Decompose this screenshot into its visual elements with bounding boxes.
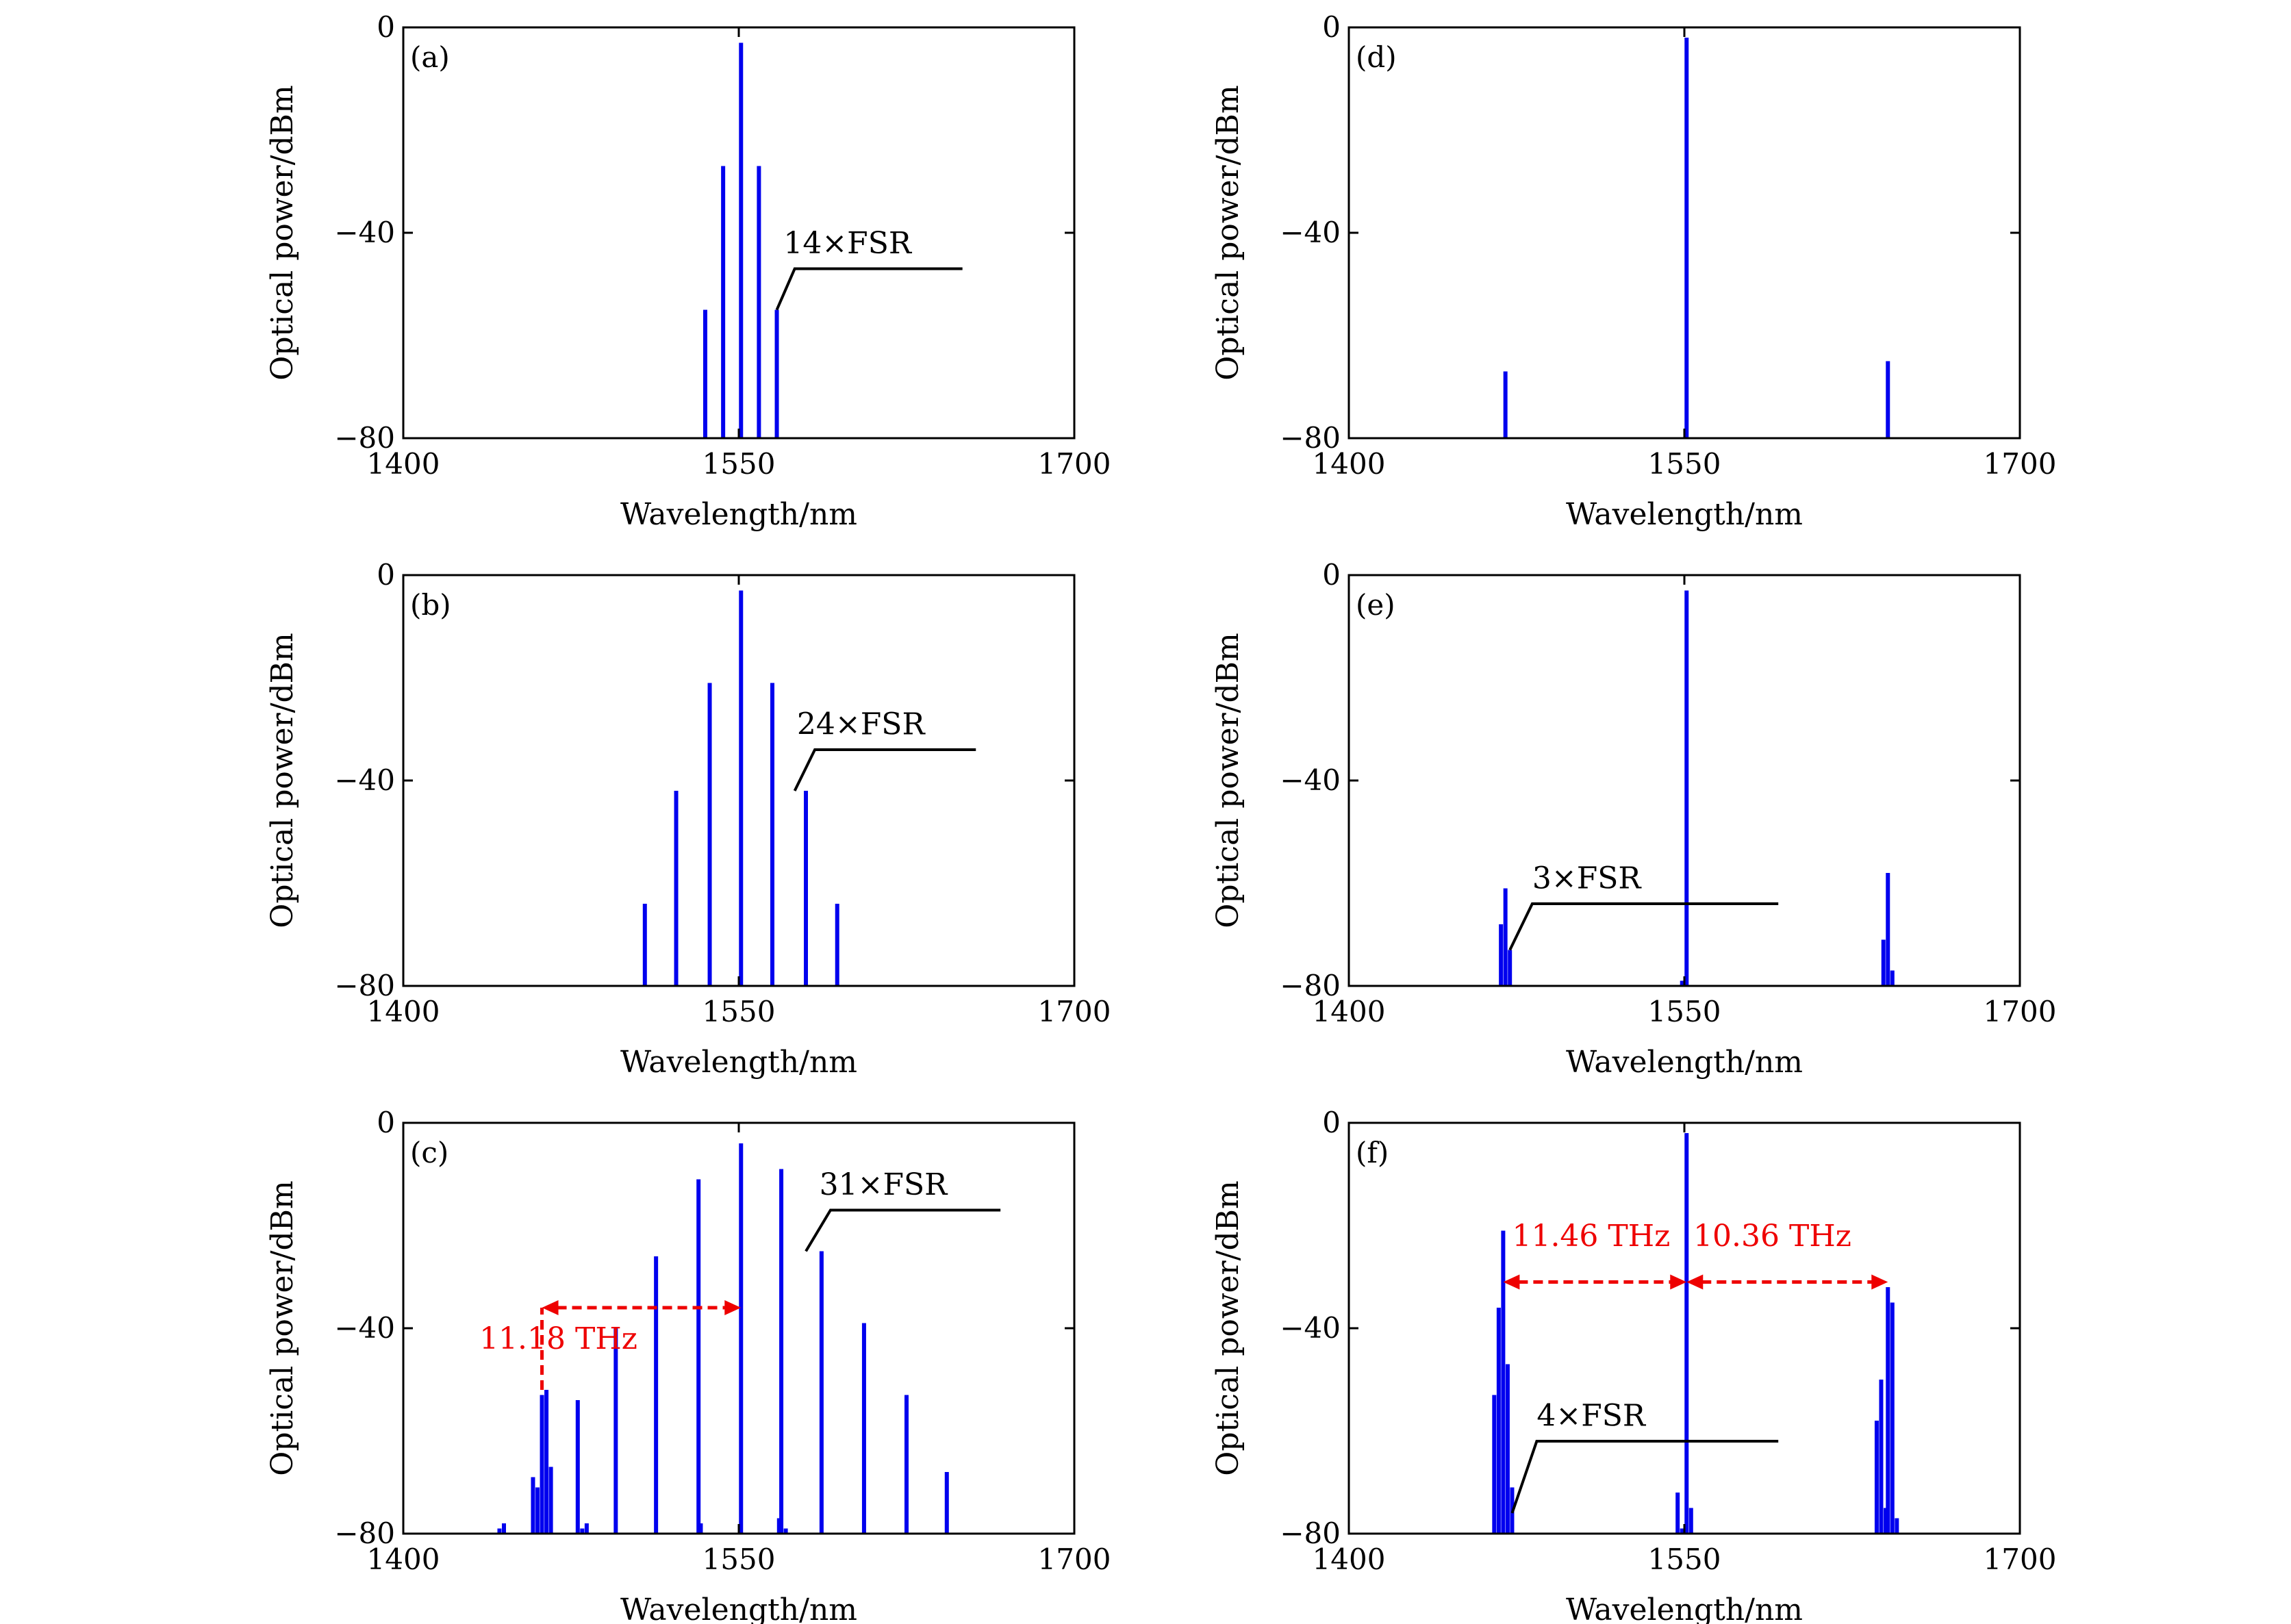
panel-b: 1400 1550 1700 0 −40 −80 Wavelength/nm Optical … [265, 558, 1111, 1080]
x-axis-label: Wavelength/nm [1566, 1593, 1803, 1624]
x-axis-label: Wavelength/nm [1566, 497, 1803, 532]
spacing-label: 10.36 THz [1693, 1219, 1851, 1254]
panel-d: 1400 1550 1700 0 −40 −80 Wavelength/nm Optical … [1211, 10, 2056, 532]
panel-label: (f) [1356, 1136, 1389, 1169]
y-tick-label: 0 [1322, 558, 1341, 592]
x-tick-label: 1550 [703, 995, 776, 1028]
arrow-head [1503, 1274, 1520, 1290]
y-tick-label: −40 [1280, 216, 1341, 249]
y-tick-label: −80 [1280, 1517, 1341, 1550]
arrow-head [1686, 1274, 1704, 1290]
panel-label: (b) [410, 588, 451, 622]
y-tick-label: −40 [1280, 1311, 1341, 1345]
fsr-leader-line [805, 1208, 1001, 1252]
x-axis-label: Wavelength/nm [1566, 1045, 1803, 1080]
x-axis-label: Wavelength/nm [620, 1593, 857, 1624]
x-tick-label: 1700 [1038, 995, 1111, 1028]
plot-frame [402, 26, 1076, 440]
y-axis-label: Optical power/dBm [265, 1180, 300, 1475]
y-axis-label: Optical power/dBm [1211, 633, 1245, 928]
panel-label: (a) [410, 40, 450, 74]
y-axis-label: Optical power/dBm [1211, 1180, 1245, 1475]
fsr-leader-line [775, 267, 963, 311]
x-axis-label: Wavelength/nm [620, 497, 857, 532]
arrow-head [724, 1300, 742, 1315]
y-tick-label: 0 [1322, 1106, 1341, 1139]
y-tick-label: −40 [334, 763, 395, 797]
y-tick-label: −40 [334, 216, 395, 249]
x-tick-label: 1550 [703, 447, 776, 481]
y-tick-label: 0 [377, 1106, 395, 1139]
x-tick-label: 1400 [367, 447, 440, 481]
x-tick-label: 1400 [1313, 447, 1386, 481]
x-tick-label: 1550 [1648, 995, 1721, 1028]
panel-f: 1400 1550 1700 0 −40 −80 Wavelength/nm Optical … [1211, 1106, 2056, 1624]
panel-a: 1400 1550 1700 0 −40 −80 Wavelength/nm Optical … [265, 10, 1111, 532]
arrow-head [1871, 1274, 1888, 1290]
x-tick-label: 1400 [1313, 995, 1386, 1028]
y-axis-label: Optical power/dBm [1211, 85, 1245, 380]
fsr-leader-line [1510, 1440, 1779, 1514]
x-tick-label: 1700 [1984, 1543, 2057, 1576]
x-tick-label: 1700 [1984, 447, 2057, 481]
fsr-annotation: 31×FSR [820, 1167, 949, 1202]
panel-label: (c) [410, 1136, 448, 1169]
fsr-annotation: 24×FSR [797, 707, 926, 742]
y-tick-label: −80 [1280, 969, 1341, 1002]
fsr-annotation: 14×FSR [783, 226, 913, 261]
y-tick-label: −40 [334, 1311, 395, 1345]
fsr-annotation: 4×FSR [1536, 1399, 1647, 1434]
spacing-label: 11.18 THz [479, 1321, 637, 1356]
x-tick-label: 1700 [1038, 447, 1111, 481]
x-tick-label: 1700 [1038, 1543, 1111, 1576]
y-tick-label: 0 [1322, 10, 1341, 44]
y-tick-label: −80 [334, 969, 395, 1002]
panel-c: 1400 1550 1700 0 −40 −80 Wavelength/nm Optical … [265, 1106, 1111, 1624]
x-tick-label: 1400 [367, 1543, 440, 1576]
fsr-leader-line [793, 748, 976, 791]
fsr-annotation: 3×FSR [1532, 861, 1643, 896]
fsr-leader-line [1508, 902, 1779, 951]
y-tick-label: −80 [334, 421, 395, 455]
arrow-head [542, 1300, 559, 1315]
panel-e: 1400 1550 1700 0 −40 −80 Wavelength/nm Optical … [1211, 558, 2056, 1080]
y-tick-label: −80 [334, 1517, 395, 1550]
y-tick-label: 0 [377, 558, 395, 592]
y-axis-label: Optical power/dBm [265, 633, 300, 928]
x-tick-label: 1550 [703, 1543, 776, 1576]
y-axis-label: Optical power/dBm [265, 85, 300, 380]
y-tick-label: −40 [1280, 763, 1341, 797]
panel-label: (e) [1356, 588, 1395, 622]
arrow-head [1670, 1274, 1687, 1290]
x-tick-label: 1550 [1648, 447, 1721, 481]
panel-label: (d) [1356, 40, 1397, 74]
spacing-label: 11.46 THz [1512, 1219, 1670, 1254]
y-tick-label: 0 [377, 10, 395, 44]
x-tick-label: 1550 [1648, 1543, 1721, 1576]
plot-frame [1347, 1121, 2021, 1535]
y-tick-label: −80 [1280, 421, 1341, 455]
x-axis-label: Wavelength/nm [620, 1045, 857, 1080]
plot-frame [402, 574, 1076, 987]
plot-frame [1347, 26, 2021, 440]
plot-frame [1347, 574, 2021, 987]
x-tick-label: 1400 [1313, 1543, 1386, 1576]
x-tick-label: 1400 [367, 995, 440, 1028]
x-tick-label: 1700 [1984, 995, 2057, 1028]
